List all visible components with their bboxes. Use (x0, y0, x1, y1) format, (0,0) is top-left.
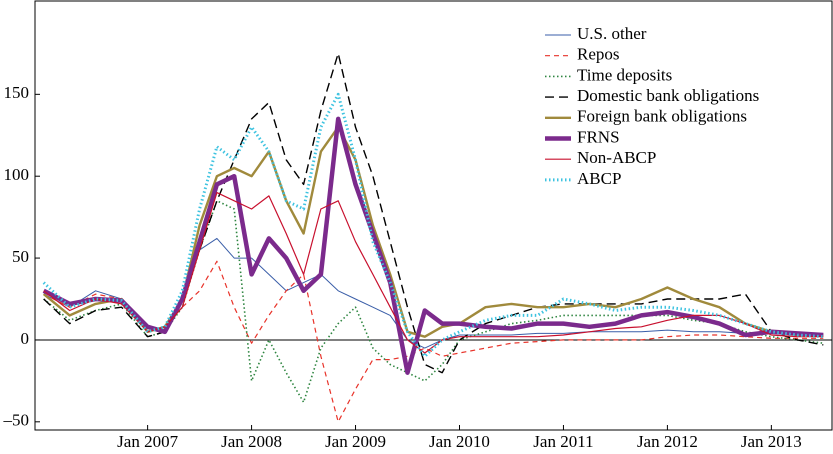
x-tick-label: Jan 2013 (741, 432, 802, 451)
x-tick-label: Jan 2008 (221, 432, 282, 451)
y-tick-label: –50 (3, 411, 30, 430)
y-tick-label: 100 (4, 165, 30, 184)
legend-label: Domestic bank obligations (577, 86, 759, 105)
x-tick-label: Jan 2010 (429, 432, 490, 451)
legend-label: Repos (577, 45, 620, 64)
legend-label: FRNS (577, 127, 620, 146)
legend-label: U.S. other (577, 24, 647, 43)
legend-label: Non-ABCP (577, 148, 656, 167)
series-line (42, 125, 824, 338)
x-tick-label: Jan 2007 (117, 432, 178, 451)
x-tick-label: Jan 2012 (637, 432, 698, 451)
y-tick-label: 0 (21, 329, 30, 348)
series-line (42, 92, 824, 358)
x-tick-label: Jan 2009 (325, 432, 386, 451)
x-tick-label: Jan 2011 (533, 432, 593, 451)
legend-label: Time deposits (577, 65, 672, 84)
series-line (43, 260, 824, 423)
series-line (43, 192, 824, 354)
y-tick-label: 50 (12, 247, 29, 266)
y-tick-label: 150 (4, 83, 30, 102)
series-line (43, 200, 824, 403)
plot-frame (34, 0, 833, 431)
legend-label: Foreign bank obligations (577, 107, 747, 126)
legend-label: ABCP (577, 169, 621, 188)
